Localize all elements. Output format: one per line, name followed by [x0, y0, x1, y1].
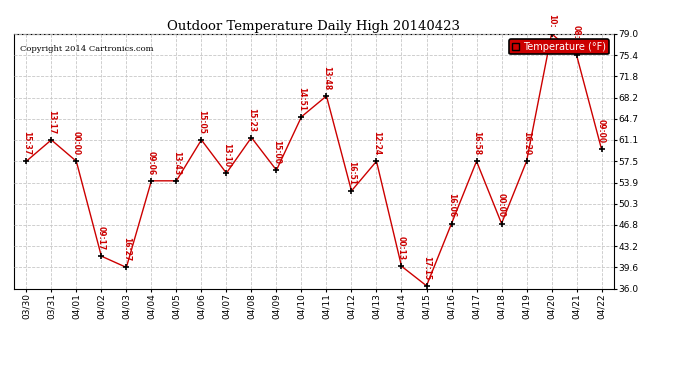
Text: 09:00: 09:00 [597, 119, 606, 144]
Text: 16:06: 16:06 [447, 194, 456, 217]
Text: 13:10: 13:10 [222, 143, 231, 167]
Text: 00:00: 00:00 [72, 131, 81, 155]
Text: 15:23: 15:23 [247, 108, 256, 132]
Text: 00:00: 00:00 [497, 194, 506, 217]
Text: 08:00: 08:00 [572, 25, 581, 49]
Text: 12:24: 12:24 [372, 131, 381, 155]
Title: Outdoor Temperature Daily High 20140423: Outdoor Temperature Daily High 20140423 [168, 20, 460, 33]
Text: 15:05: 15:05 [197, 110, 206, 134]
Text: 14:51: 14:51 [297, 87, 306, 111]
Text: 17:15: 17:15 [422, 256, 431, 280]
Text: 13:17: 13:17 [47, 110, 56, 134]
Text: Copyright 2014 Cartronics.com: Copyright 2014 Cartronics.com [20, 45, 153, 53]
Text: 00:13: 00:13 [397, 236, 406, 260]
Text: 16:27: 16:27 [122, 237, 131, 261]
Text: 10:: 10: [547, 14, 556, 28]
Text: 15:37: 15:37 [22, 131, 31, 155]
Text: 15:00: 15:00 [272, 140, 281, 164]
Text: 09:17: 09:17 [97, 226, 106, 250]
Text: 16:20: 16:20 [522, 131, 531, 155]
Text: 16:51: 16:51 [347, 161, 356, 185]
Text: 09:06: 09:06 [147, 151, 156, 175]
Text: 16:58: 16:58 [472, 131, 481, 155]
Text: 13:43: 13:43 [172, 151, 181, 175]
Legend: Temperature (°F): Temperature (°F) [509, 39, 609, 54]
Text: 13:48: 13:48 [322, 66, 331, 90]
